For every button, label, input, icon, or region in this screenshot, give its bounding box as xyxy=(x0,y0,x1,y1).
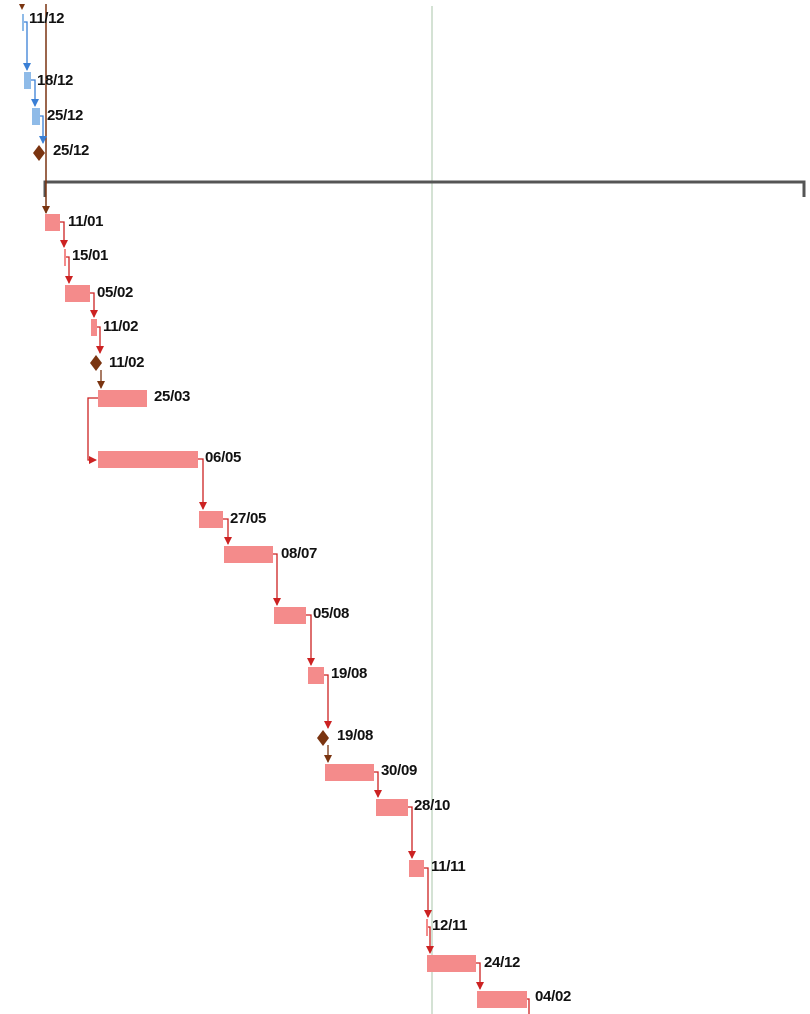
date-label-05-02: 05/02 xyxy=(97,284,134,301)
date-label-11-02-a: 11/02 xyxy=(103,318,139,335)
bar-19-08 xyxy=(308,667,324,684)
milestone-19-08 xyxy=(317,730,329,746)
link-05-02-to-11-02 xyxy=(90,292,98,318)
link-11-11-to-12-11 xyxy=(424,867,432,918)
bar-30-09 xyxy=(325,764,374,781)
bar-15-01 xyxy=(64,249,66,266)
date-label-25-12-a: 25/12 xyxy=(47,107,84,124)
bar-25-12 xyxy=(32,108,40,125)
date-label-11-11: 11/11 xyxy=(431,858,466,875)
bar-11-12 xyxy=(22,14,24,31)
link-25-12-to-ms xyxy=(39,115,47,144)
bar-05-02 xyxy=(65,285,90,302)
date-label-15-01: 15/01 xyxy=(72,247,109,264)
date-label-18-12: 18/12 xyxy=(37,72,74,89)
date-label-11-12-a: 11/12 xyxy=(29,10,65,27)
link-11-01-to-15-01 xyxy=(60,221,68,248)
link-28-10-to-11-11 xyxy=(408,806,416,859)
date-label-12-11: 12/11 xyxy=(432,917,468,934)
bar-11-01 xyxy=(45,214,60,231)
bar-24-12 xyxy=(427,955,476,972)
link-06-05-to-27-05 xyxy=(198,458,207,510)
project-start-marker xyxy=(19,4,25,10)
bar-08-07 xyxy=(224,546,273,563)
date-label-05-08: 05/08 xyxy=(313,605,350,622)
date-label-06-05: 06/05 xyxy=(205,449,242,466)
link-05-08-to-19-08 xyxy=(306,614,315,666)
date-label-08-07: 08/07 xyxy=(281,545,318,562)
date-label-27-05: 27/05 xyxy=(230,510,267,527)
date-label-11-02-b: 11/02 xyxy=(109,354,145,371)
bar-11-11 xyxy=(409,860,424,877)
bar-04-02 xyxy=(477,991,527,1008)
milestone-25-12 xyxy=(33,145,45,161)
date-label-25-12-b: 25/12 xyxy=(53,142,90,159)
link-04-02-tail xyxy=(527,998,530,1014)
link-19-08-to-ms xyxy=(324,674,332,729)
date-label-25-03: 25/03 xyxy=(154,388,191,405)
date-label-28-10: 28/10 xyxy=(414,797,451,814)
date-label-24-12: 24/12 xyxy=(484,954,521,971)
link-15-01-to-05-02 xyxy=(65,256,73,284)
link-30-09-to-28-10 xyxy=(374,771,382,798)
date-label-19-08-b: 19/08 xyxy=(337,727,374,744)
link-11-12-to-18-12 xyxy=(23,21,31,71)
milestone-11-02 xyxy=(90,355,102,371)
date-label-11-01: 11/01 xyxy=(68,213,104,230)
link-27-05-to-08-07 xyxy=(223,518,232,545)
link-08-07-to-05-08 xyxy=(273,553,281,606)
summary-bar xyxy=(43,180,806,197)
bar-12-11 xyxy=(426,919,428,936)
bar-27-05 xyxy=(199,511,223,528)
link-11-02-to-ms xyxy=(96,326,104,354)
bar-11-02 xyxy=(91,319,97,336)
link-18-12-to-25-12 xyxy=(31,79,39,107)
date-label-30-09: 30/09 xyxy=(381,762,418,779)
bar-18-12 xyxy=(24,72,31,89)
date-label-19-08-a: 19/08 xyxy=(331,665,368,682)
bar-06-05 xyxy=(98,451,198,468)
bar-05-08 xyxy=(274,607,306,624)
link-25-03-to-06-05 xyxy=(87,397,98,464)
date-label-04-02: 04/02 xyxy=(535,988,572,1005)
link-24-12-to-04-02 xyxy=(476,962,484,990)
bar-28-10 xyxy=(376,799,408,816)
link-12-11-to-24-12 xyxy=(426,926,434,954)
bar-25-03 xyxy=(98,390,147,407)
